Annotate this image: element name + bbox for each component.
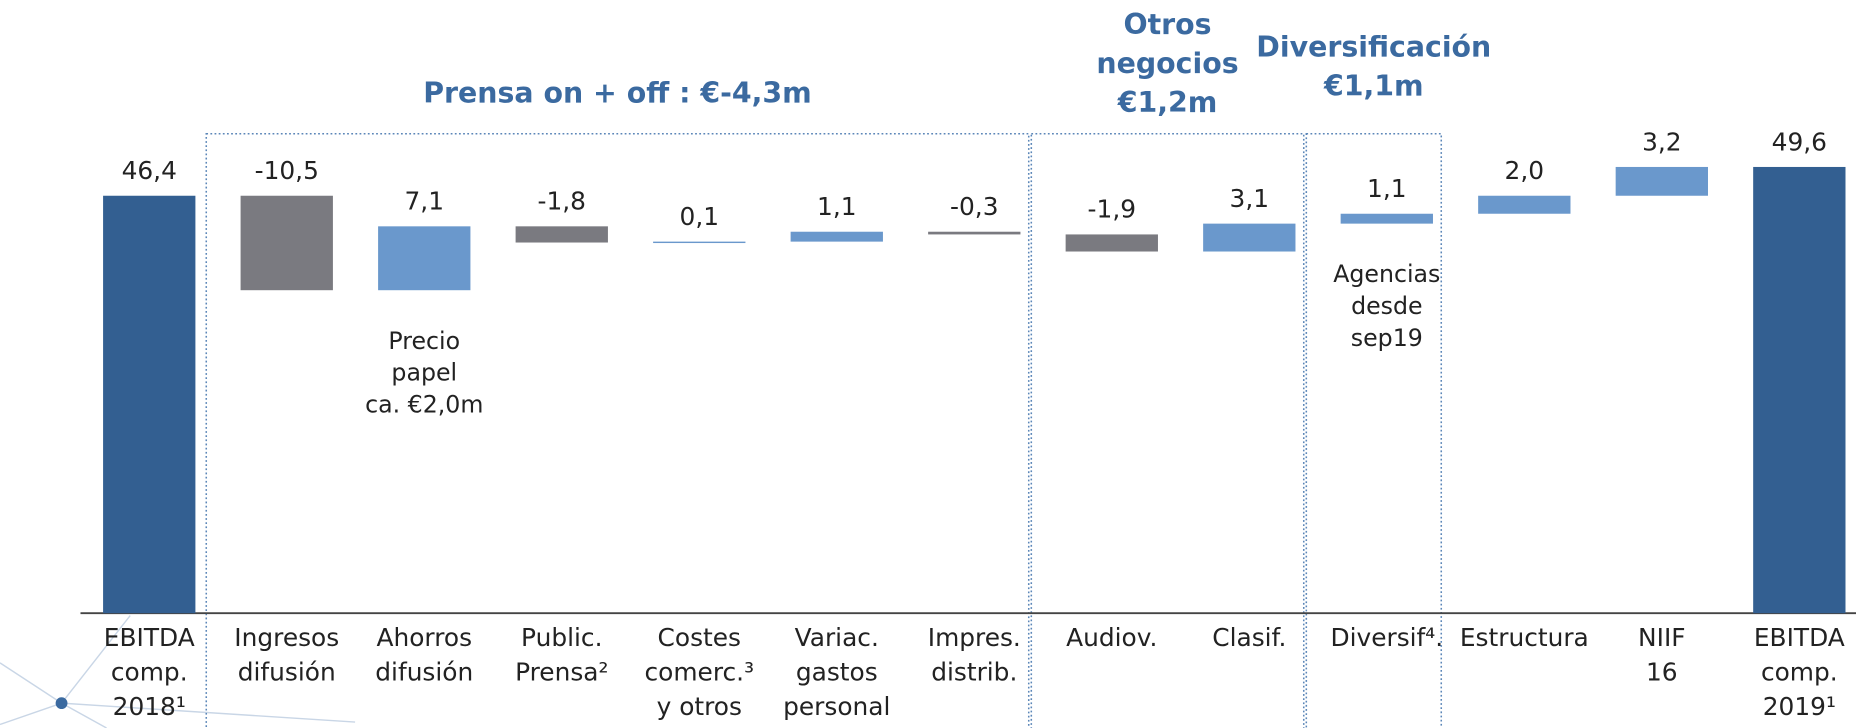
value-label: 2,0 (1505, 156, 1545, 185)
value-label: -1,8 (538, 187, 586, 216)
value-label: 49,6 (1772, 127, 1827, 156)
bar (378, 226, 471, 291)
value-label: 0,1 (680, 202, 720, 231)
group-box (205, 132, 1030, 728)
x-tick-label: Costes (658, 623, 741, 652)
bar (790, 231, 883, 242)
value-label: 1,1 (817, 192, 857, 221)
group-title: Prensa on + off : €-4,3m (423, 77, 812, 110)
bar (103, 195, 196, 614)
x-tick-label: comerc.³ (645, 658, 755, 687)
x-tick-label: NIIF (1638, 623, 1686, 652)
x-tick-label: gastos (796, 658, 878, 687)
x-tick-label: Impres. (928, 623, 1021, 652)
value-label: 3,1 (1230, 184, 1270, 213)
x-tick-label: Estructura (1460, 623, 1589, 652)
x-tick-label: personal (783, 692, 890, 721)
bar (928, 231, 1021, 235)
bar (1203, 223, 1296, 252)
x-tick-label: Variac. (795, 623, 879, 652)
x-tick-label: Clasif. (1212, 623, 1286, 652)
value-label: -1,9 (1088, 195, 1136, 224)
x-tick-label: EBITDA (104, 623, 195, 652)
bar (1065, 234, 1158, 252)
annotation: papel (391, 359, 457, 387)
value-label: 46,4 (122, 156, 177, 185)
value-label: -10,5 (255, 156, 319, 185)
value-label: 3,2 (1642, 127, 1682, 156)
decoration (0, 615, 356, 728)
x-tick-label: Ingresos (234, 623, 339, 652)
x-tick-label: y otros (657, 692, 742, 721)
x-tick-label: EBITDA (1754, 623, 1845, 652)
bar (1753, 166, 1846, 614)
x-tick-label: Public. (521, 623, 602, 652)
bar (240, 195, 333, 291)
bar (653, 241, 746, 244)
group-title: Otros (1123, 8, 1211, 41)
bar (1478, 195, 1571, 214)
x-tick-label: difusión (375, 658, 473, 687)
annotation: ca. €2,0m (365, 391, 483, 419)
x-tick-label: difusión (238, 658, 336, 687)
x-tick-label: 2018¹ (113, 692, 186, 721)
value-label: -0,3 (950, 192, 998, 221)
annotation: desde (1351, 292, 1422, 320)
x-tick-label: Ahorros (376, 623, 472, 652)
x-tick-label: distrib. (931, 658, 1017, 687)
annotation: Agencias (1333, 260, 1440, 288)
group-box (1305, 132, 1443, 728)
x-tick-label: Prensa² (515, 658, 608, 687)
bar (1615, 166, 1708, 196)
group-title: €1,1m (1323, 70, 1424, 103)
bar (1340, 213, 1433, 224)
group-box (1030, 132, 1305, 728)
group-title: negocios (1096, 47, 1238, 80)
x-tick-label: Audiov. (1066, 623, 1157, 652)
x-tick-label: 16 (1646, 658, 1678, 687)
x-tick-label: comp. (111, 658, 188, 687)
annotation: sep19 (1351, 324, 1423, 352)
group-title: €1,2m (1117, 86, 1218, 119)
group-title: Diversificación (1256, 31, 1491, 64)
value-label: 1,1 (1367, 174, 1407, 203)
x-tick-label: 2019¹ (1763, 692, 1836, 721)
x-tick-label: comp. (1761, 658, 1838, 687)
x-tick-label: Diversif⁴. (1330, 623, 1443, 652)
annotation: Precio (388, 327, 460, 355)
value-label: 7,1 (405, 187, 445, 216)
bar (515, 226, 608, 243)
